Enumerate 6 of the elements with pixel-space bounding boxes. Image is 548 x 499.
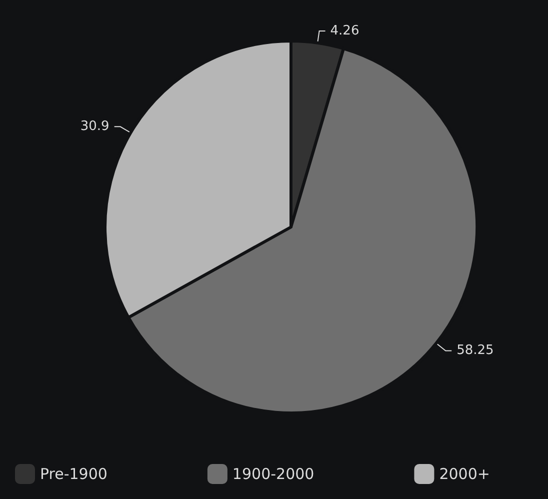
legend-label: 2000+ <box>439 465 490 483</box>
data-label: 58.25 <box>456 343 494 358</box>
data-label: 30.9 <box>80 119 110 134</box>
legend-label: 1900-2000 <box>232 465 314 483</box>
legend-label: Pre-1900 <box>40 465 108 483</box>
data-label: 4.26 <box>330 24 360 39</box>
